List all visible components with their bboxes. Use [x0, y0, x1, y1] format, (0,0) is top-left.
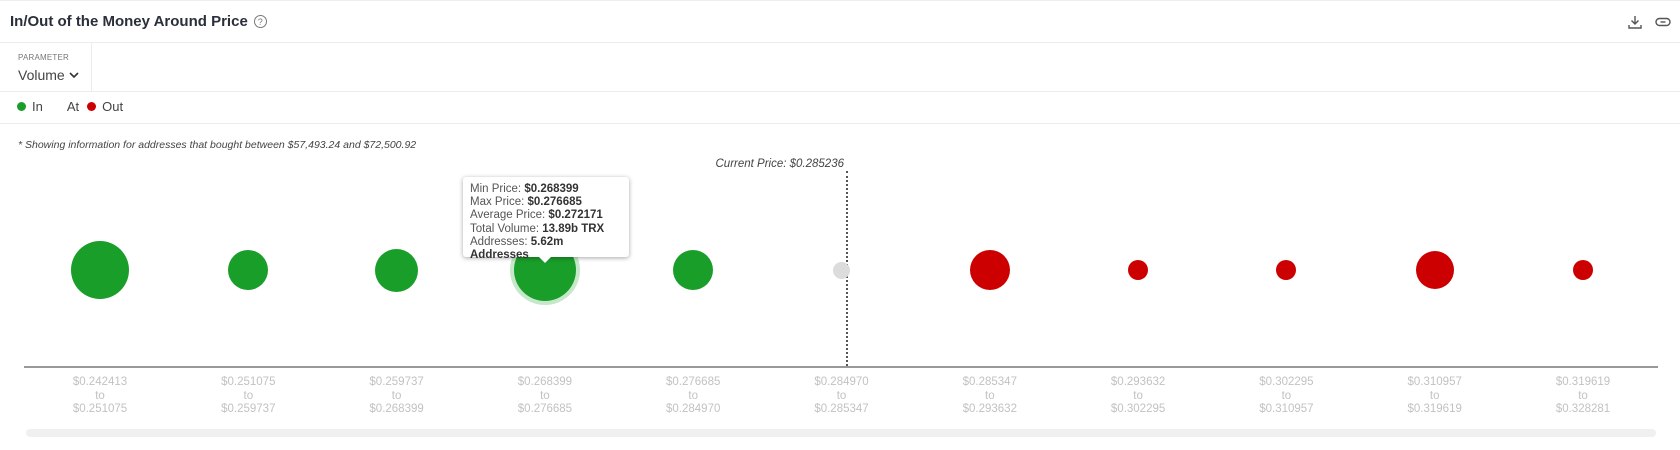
divider: [0, 42, 1680, 43]
divider: [0, 123, 1680, 124]
x-tick-label: $0.259737 to $0.268399: [369, 376, 424, 415]
red-dot-icon: [87, 102, 97, 111]
bubble-out[interactable]: [1128, 260, 1149, 280]
bubble-out[interactable]: [969, 250, 1010, 290]
bubble-in[interactable]: [673, 250, 714, 290]
current-price-label: Current Price: $0.285236: [715, 158, 845, 170]
divider: [91, 43, 92, 92]
bubble-in[interactable]: [375, 248, 419, 292]
x-tick-label: $0.276685 to $0.284970: [666, 376, 721, 415]
x-axis: [24, 366, 1658, 368]
legend-item-out[interactable]: Out: [87, 99, 123, 114]
info-note: * Showing information for addresses that…: [18, 139, 417, 151]
x-tick-label: $0.285347 to $0.293632: [962, 376, 1017, 415]
legend-item-in[interactable]: In: [17, 99, 43, 114]
horizontal-scrollbar[interactable]: [26, 429, 1656, 437]
tooltip: Min Price: $0.268399 Max Price: $0.27668…: [463, 177, 629, 263]
x-tick-label: $0.293632 to $0.302295: [1110, 376, 1166, 415]
legend: In At Out: [17, 99, 141, 114]
download-icon[interactable]: [1625, 12, 1645, 32]
chevron-down-icon: [69, 71, 79, 78]
x-tick-label: $0.310957 to $0.319619: [1407, 376, 1462, 415]
green-dot-icon: [17, 102, 26, 111]
parameter-label: PARAMETER: [18, 53, 69, 62]
bubble-in[interactable]: [228, 250, 269, 290]
x-tick-label: $0.268399 to $0.276685: [517, 376, 573, 415]
x-tick-label: $0.242413 to $0.251075: [72, 376, 128, 415]
x-tick-label: $0.251075 to $0.259737: [221, 376, 276, 415]
link-icon[interactable]: [1653, 12, 1673, 32]
x-tick-label: $0.284970 to $0.285347: [814, 376, 869, 415]
x-tick-label: $0.302295 to $0.310957: [1259, 376, 1314, 415]
legend-item-at[interactable]: At: [66, 99, 80, 114]
bubble-out[interactable]: [1415, 251, 1454, 289]
bubble-out[interactable]: [1276, 260, 1297, 280]
parameter-dropdown[interactable]: Volume: [18, 67, 79, 83]
top-border: [0, 0, 1680, 1]
bubble-at[interactable]: [833, 261, 850, 279]
bubble-in[interactable]: [71, 241, 129, 299]
widget-title: In/Out of the Money Around Price ?: [10, 13, 267, 30]
bubble-out[interactable]: [1573, 260, 1593, 280]
question-circle-icon[interactable]: ?: [253, 15, 267, 28]
divider: [0, 91, 1680, 92]
x-tick-label: $0.319619 to $0.328281: [1555, 376, 1611, 415]
